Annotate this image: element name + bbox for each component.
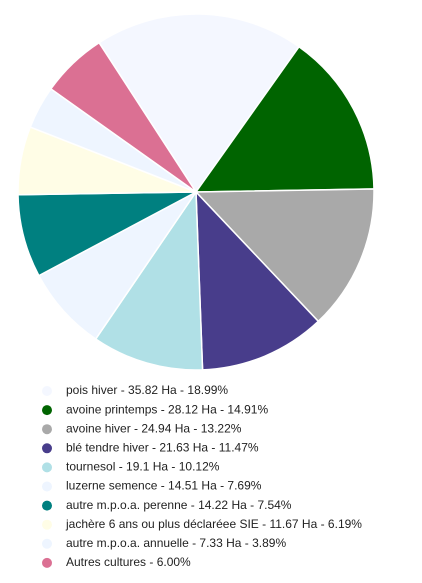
legend-label: pois hiver - 35.82 Ha - 18.99%	[66, 383, 228, 397]
legend-marker	[42, 462, 52, 473]
legend-label: avoine printemps - 28.12 Ha - 14.91%	[66, 402, 268, 416]
pie-slice	[194, 188, 375, 323]
legend-marker	[42, 557, 52, 568]
legend-marker	[42, 386, 52, 396]
legend-marker	[42, 481, 52, 492]
legend-label: luzerne semence - 14.51 Ha - 7.69%	[66, 479, 262, 493]
legend-marker	[42, 500, 52, 511]
pie-slice	[98, 13, 301, 194]
pie-slice	[49, 41, 197, 193]
pie-slice	[195, 190, 320, 371]
legend-label: jachère 6 ans ou plus déclaréee SIE - 11…	[65, 517, 362, 531]
legend-marker	[42, 538, 52, 549]
legend-label: avoine hiver - 24.94 Ha - 13.22%	[66, 421, 242, 435]
pie-slice	[194, 45, 375, 193]
legend-label: tournesol - 19.1 Ha - 10.12%	[66, 460, 220, 474]
legend-label: Autres cultures - 6.00%	[66, 555, 191, 569]
legend-label: autre m.p.o.a. annuelle - 7.33 Ha - 3.89…	[66, 536, 286, 550]
legend-marker	[42, 424, 52, 435]
pie-slice	[94, 189, 204, 371]
legend-marker	[42, 405, 52, 416]
legend-marker	[42, 443, 52, 454]
legend-label: blé tendre hiver - 21.63 Ha - 11.47%	[66, 440, 259, 454]
legend-label: autre m.p.o.a. perenne - 14.22 Ha - 7.54…	[66, 498, 292, 512]
legend-marker	[42, 519, 52, 530]
